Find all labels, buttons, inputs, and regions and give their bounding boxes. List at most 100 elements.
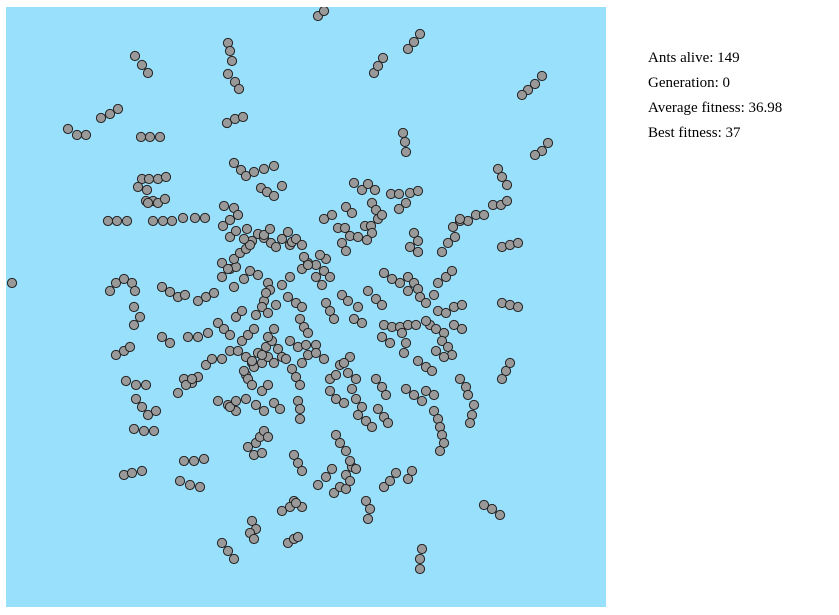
ant-segment (366, 421, 378, 433)
ant-segment (356, 184, 368, 196)
ant-segment (268, 190, 280, 202)
ant-segment (428, 289, 440, 301)
ant-segment (426, 365, 438, 377)
ant-segment (330, 369, 342, 381)
ant-segment (402, 285, 414, 297)
ant-segment (212, 395, 224, 407)
ant-segment (290, 233, 302, 245)
ant-segment (248, 533, 260, 545)
ant-segment (478, 499, 490, 511)
ant-segment (360, 415, 372, 427)
ant-segment (128, 301, 140, 313)
ant-segment (512, 237, 524, 249)
ant-segment (130, 393, 142, 405)
ant-segment (377, 52, 389, 64)
ant-segment (436, 335, 448, 347)
ant-segment (104, 285, 116, 297)
ant-segment (324, 385, 336, 397)
ant-segment (238, 273, 250, 285)
ant-segment (224, 329, 236, 341)
ant-segment (529, 149, 541, 161)
ant-segment (230, 311, 242, 323)
ant-segment (402, 271, 414, 283)
ant-segment (184, 479, 196, 491)
ant-segment (296, 357, 308, 369)
ant-segment (110, 349, 122, 361)
ant-segment (156, 281, 168, 293)
ant-segment (260, 341, 272, 353)
ant-segment (340, 445, 352, 457)
ant-segment (536, 70, 548, 82)
ant-segment (140, 379, 152, 391)
ant-segment (430, 345, 442, 357)
ant-segment (456, 323, 468, 335)
ant-segment (126, 467, 138, 479)
ant-segment (542, 137, 554, 149)
ant-segment (164, 337, 176, 349)
ant-segment (238, 233, 250, 245)
ant-segment (258, 405, 270, 417)
ant-segment (318, 353, 330, 365)
ant-segment (380, 389, 392, 401)
ant-segment (256, 385, 268, 397)
ant-segment (80, 129, 92, 141)
ant-segment (256, 301, 268, 313)
ants-layer (6, 7, 554, 575)
ant-segment (440, 307, 452, 319)
ant-segment (224, 231, 236, 243)
ant-segment (294, 403, 306, 415)
ant-segment (112, 103, 124, 115)
ant-segment (504, 357, 516, 369)
ant-segment (312, 479, 324, 491)
ant-segment (348, 313, 360, 325)
ant-segment (361, 234, 373, 246)
ant-segment (268, 357, 280, 369)
ant-segment (157, 215, 169, 227)
ant-segment (260, 287, 272, 299)
ant-segment (179, 289, 191, 301)
ant-segment (434, 445, 446, 457)
ant-segment (400, 337, 412, 349)
ant-segment (408, 389, 420, 401)
ant-segment (412, 355, 424, 367)
ant-segment (416, 395, 428, 407)
ant-segment (136, 465, 148, 477)
ant-segment (256, 447, 268, 459)
ant-segment (288, 449, 300, 461)
ant-segment (372, 60, 384, 72)
ant-segment (206, 353, 218, 365)
ant-segment (448, 319, 460, 331)
ant-segment (118, 273, 130, 285)
ant-segment (318, 7, 330, 17)
ant-segment (344, 455, 356, 467)
ant-segment (320, 471, 332, 483)
ant-segment (464, 417, 476, 429)
ant-segment (298, 251, 310, 263)
ant-segment (120, 375, 132, 387)
ant-segment (222, 68, 234, 80)
ant-segment (262, 431, 274, 443)
ant-segment (376, 331, 388, 343)
ant-segment (282, 291, 294, 303)
ant-segment (446, 265, 458, 277)
ant-segment (242, 441, 254, 453)
ant-segment (159, 193, 171, 205)
ant-segment (328, 487, 340, 499)
ant-segment (286, 363, 298, 375)
ant-segment (240, 170, 252, 182)
ant-segment (148, 425, 160, 437)
ant-segment (410, 319, 422, 331)
ant-segment (362, 178, 374, 190)
ant-segment (376, 299, 388, 311)
ant-segment (496, 373, 508, 385)
ant-segment (338, 357, 350, 369)
ant-segment (129, 285, 141, 297)
ant-segment (102, 215, 114, 227)
ant-segment (228, 157, 240, 169)
ant-segment (478, 209, 490, 221)
ant-segment (276, 279, 288, 291)
ant-segment (414, 563, 426, 575)
ant-segment (412, 235, 424, 247)
ant-segment (258, 163, 270, 175)
ant-segment (224, 45, 236, 57)
